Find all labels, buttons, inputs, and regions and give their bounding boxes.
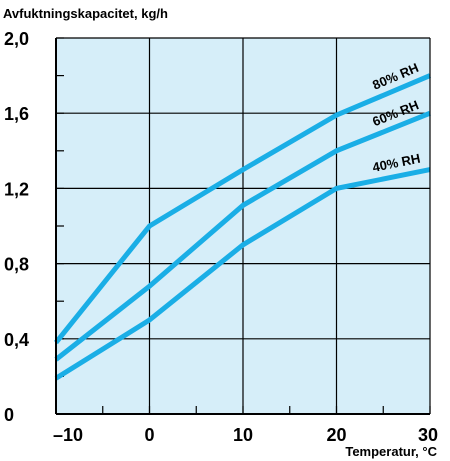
series-line: [54, 73, 431, 345]
y-tick-label: 0,4: [4, 330, 29, 350]
x-tick-label: 10: [233, 425, 253, 445]
x-axis-title: Temperatur, °C: [345, 444, 437, 459]
series-line: [54, 167, 431, 381]
x-tick-label: 20: [326, 425, 346, 445]
y-tick-label: 1,6: [4, 104, 29, 124]
y-tick-label: 0,8: [4, 255, 29, 275]
y-tick-label: 1,2: [4, 179, 29, 199]
y-axis-title: Avfuktningskapacitet, kg/h: [3, 6, 168, 21]
y-tick-label: 0: [4, 405, 14, 425]
plot-frame: [55, 37, 431, 415]
series-line: [54, 110, 431, 362]
x-tick-label: –10: [53, 425, 83, 445]
x-tick-label: 0: [144, 425, 154, 445]
ticks: [55, 37, 431, 415]
y-tick-label: 2,0: [4, 29, 29, 49]
series-lines: [54, 73, 431, 381]
x-tick-label: 30: [418, 425, 438, 445]
